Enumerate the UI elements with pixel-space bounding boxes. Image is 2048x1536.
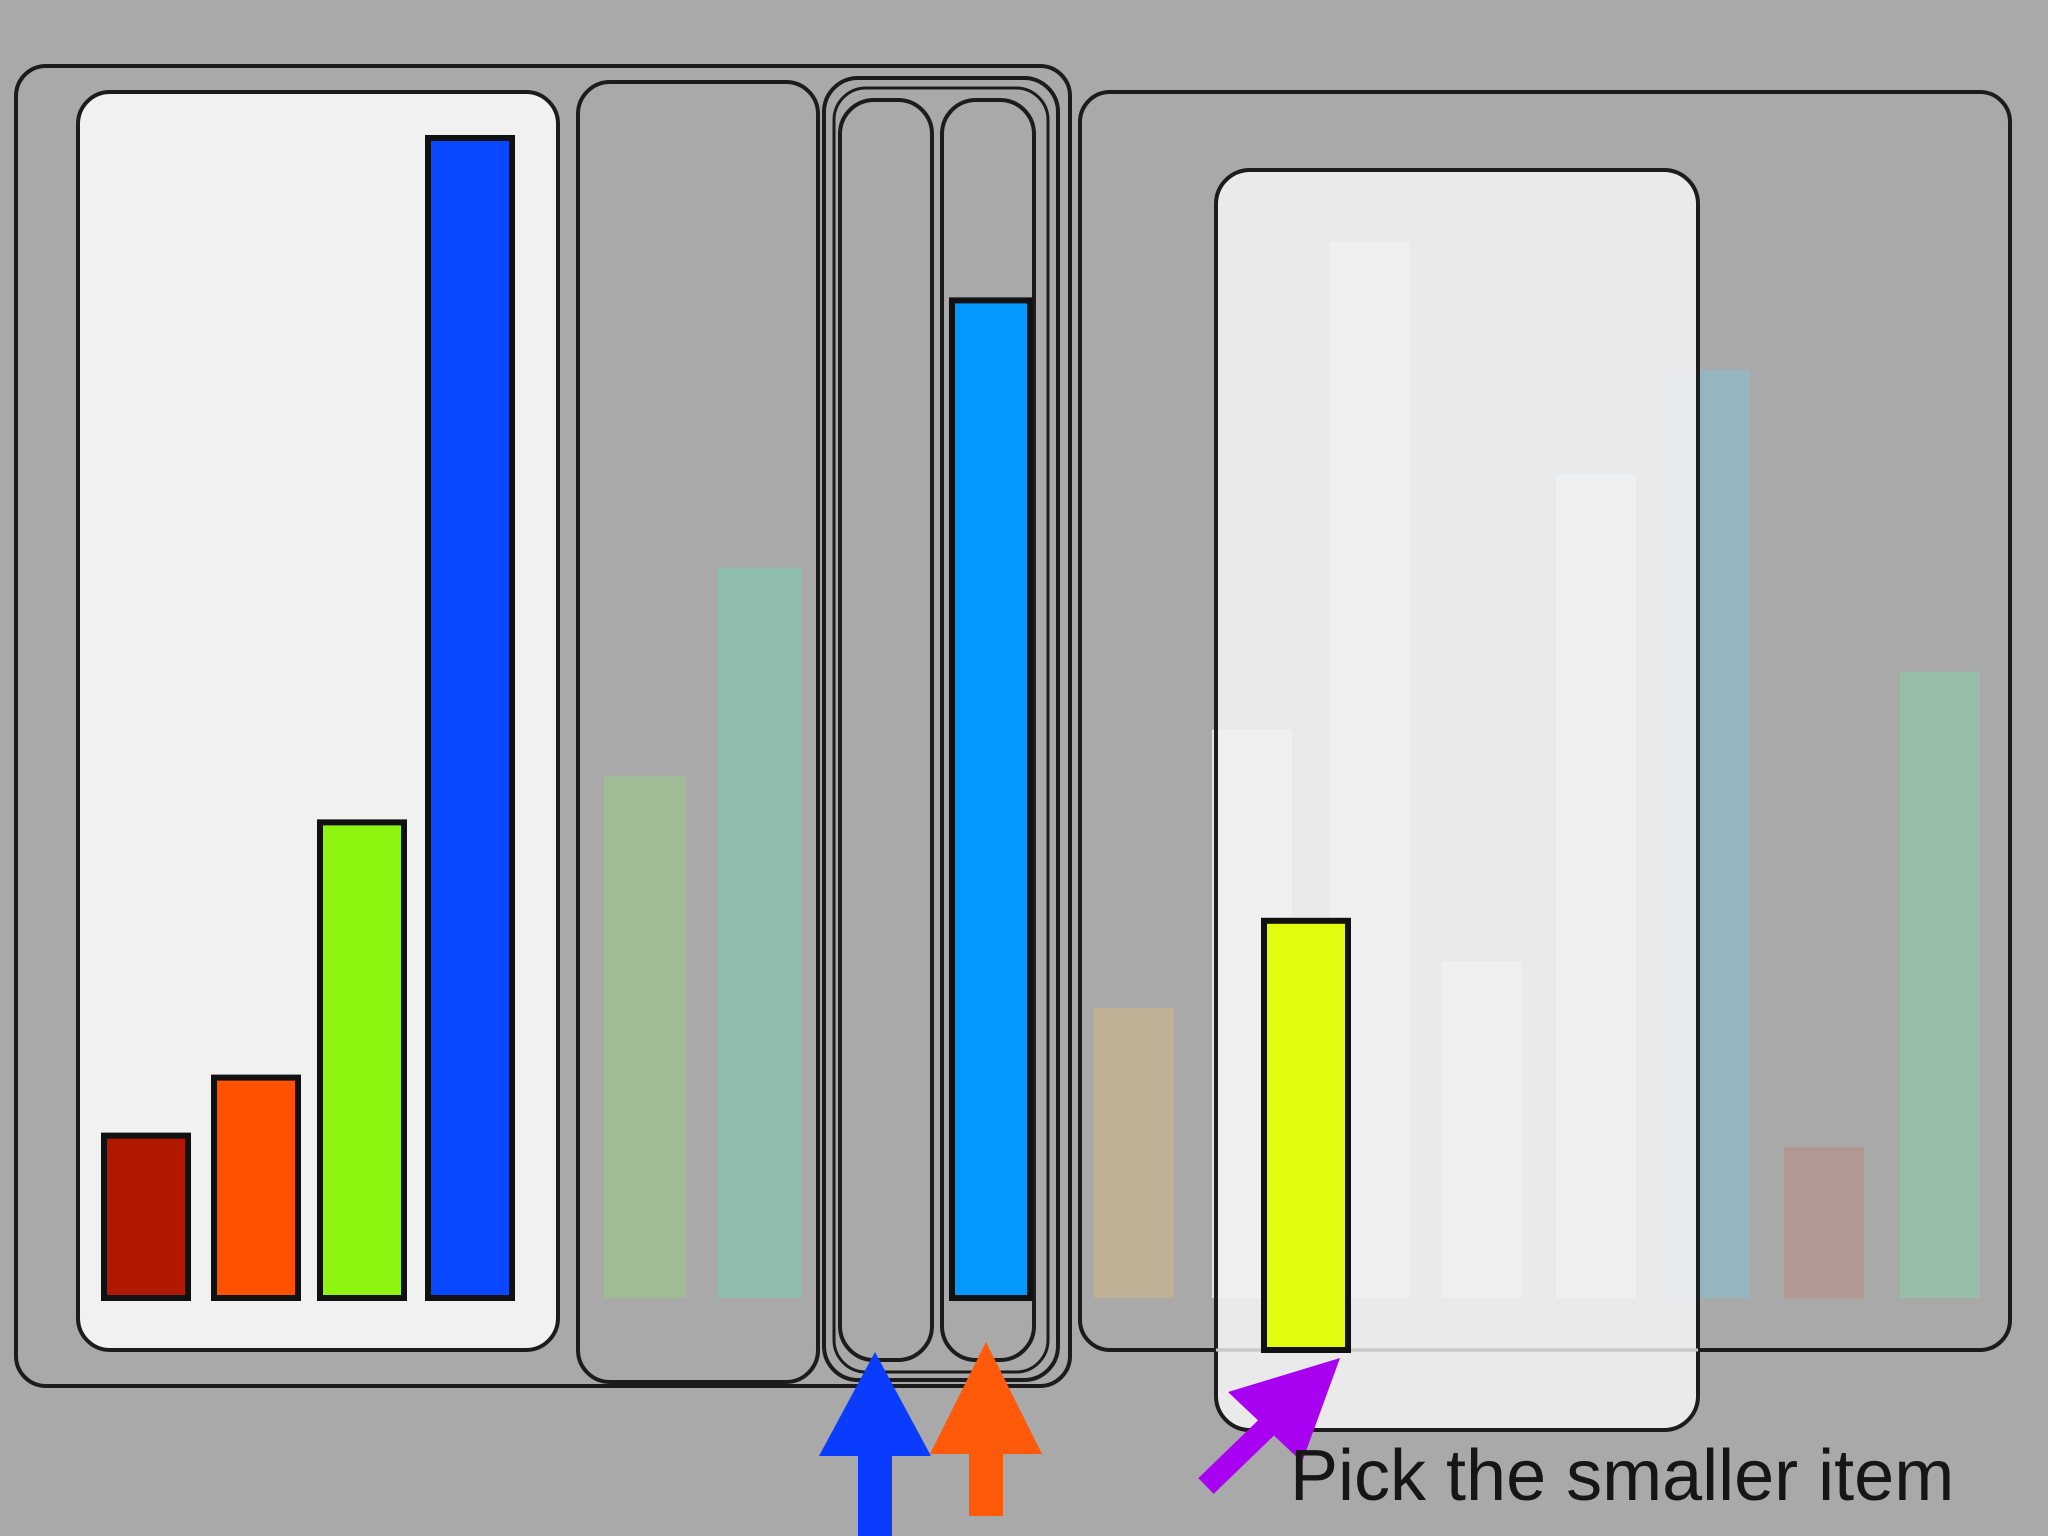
bar-sky-blue [949,297,1033,1301]
group-buffer [576,80,820,1384]
compare-right-pointer [930,1342,1042,1516]
compare-right-pointer-head [930,1342,1042,1454]
outer-frame-left [14,64,1072,1388]
selection-pointer [1198,1358,1340,1494]
bar-faded-sage [604,776,686,1298]
slot-left [838,98,934,1362]
compare-right-pointer-shaft [969,1454,1003,1516]
bar-yellow-candidate [1261,917,1351,1353]
selection-pointer-head [1228,1358,1340,1462]
compare-left-pointer-head [819,1352,931,1456]
instruction-caption: Pick the smaller item [1290,1436,1955,1516]
group-compare [822,76,1060,1382]
compare-left-pointer-shaft [858,1456,892,1536]
bar-dark-red [101,1132,191,1301]
bar-blue [425,135,515,1301]
compare-left-pointer [819,1352,931,1536]
selection-pointer-shaft [1198,1418,1276,1494]
bar-faded-rose [1784,1147,1864,1298]
bar-faded-mint [1900,671,1980,1298]
bar-green [317,819,407,1302]
bar-orange [211,1074,301,1301]
bar-faded-tan [1094,1008,1174,1298]
compare-inner-frame [832,86,1050,1374]
bar-faded-teal [718,567,802,1298]
